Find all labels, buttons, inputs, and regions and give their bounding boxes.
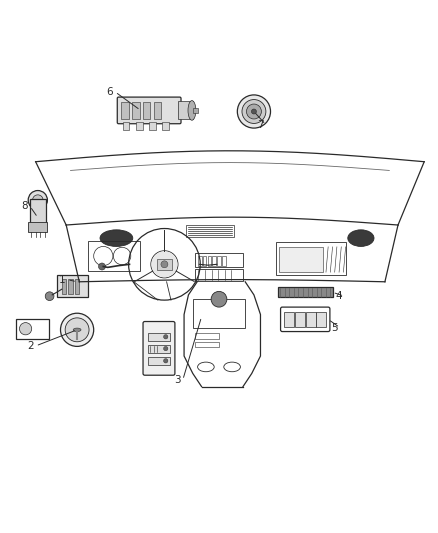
Bar	[193, 108, 198, 113]
Circle shape	[242, 100, 266, 124]
Circle shape	[45, 292, 54, 301]
Text: 3: 3	[174, 375, 181, 385]
Bar	[276, 243, 346, 275]
Bar	[30, 199, 46, 223]
Bar	[203, 256, 206, 265]
Text: 7: 7	[257, 119, 264, 130]
Bar	[123, 122, 130, 130]
Bar	[208, 256, 211, 265]
Text: 5: 5	[332, 322, 338, 333]
Bar	[75, 279, 79, 294]
Bar	[198, 256, 201, 265]
Bar	[57, 275, 88, 297]
Circle shape	[247, 104, 261, 119]
Bar	[132, 102, 140, 119]
Bar	[149, 122, 155, 130]
Bar	[195, 333, 219, 338]
Bar	[153, 102, 161, 119]
Bar	[222, 256, 226, 265]
Text: 6: 6	[106, 87, 113, 97]
Text: 2: 2	[27, 341, 34, 351]
Bar	[316, 312, 326, 327]
Bar	[295, 312, 305, 327]
Bar	[121, 102, 129, 119]
Ellipse shape	[100, 230, 133, 246]
Circle shape	[32, 195, 43, 205]
Bar	[212, 256, 216, 265]
Bar	[285, 312, 294, 327]
Bar	[279, 247, 323, 272]
Bar	[278, 287, 332, 297]
Bar	[143, 102, 150, 119]
Bar	[148, 345, 170, 352]
Circle shape	[237, 95, 271, 128]
Bar	[28, 222, 47, 232]
Ellipse shape	[188, 101, 196, 120]
Circle shape	[161, 261, 168, 268]
Text: 1: 1	[59, 274, 65, 285]
Circle shape	[251, 109, 256, 114]
Circle shape	[163, 359, 168, 363]
Bar	[148, 357, 170, 365]
FancyBboxPatch shape	[143, 321, 175, 375]
Text: 8: 8	[21, 201, 28, 211]
Bar	[193, 299, 245, 328]
FancyBboxPatch shape	[117, 97, 181, 124]
Bar	[162, 122, 169, 130]
Bar	[88, 241, 141, 271]
Circle shape	[19, 322, 32, 335]
Circle shape	[99, 263, 106, 270]
Ellipse shape	[73, 328, 81, 332]
Circle shape	[152, 252, 177, 277]
Bar	[195, 342, 219, 348]
Bar	[217, 256, 221, 265]
Bar	[62, 279, 66, 294]
Bar	[156, 259, 172, 270]
Bar	[195, 269, 243, 281]
Ellipse shape	[348, 230, 374, 246]
Bar	[186, 225, 234, 237]
Circle shape	[163, 335, 168, 339]
Bar	[16, 319, 49, 338]
Circle shape	[163, 346, 168, 351]
Bar	[136, 122, 143, 130]
Bar	[195, 253, 243, 268]
Circle shape	[211, 292, 227, 307]
Bar	[177, 101, 193, 119]
Circle shape	[60, 313, 94, 346]
Text: 4: 4	[336, 291, 343, 301]
Circle shape	[28, 190, 47, 210]
Bar	[68, 279, 73, 294]
Bar	[148, 333, 170, 341]
Bar	[306, 312, 316, 327]
Circle shape	[65, 318, 89, 342]
